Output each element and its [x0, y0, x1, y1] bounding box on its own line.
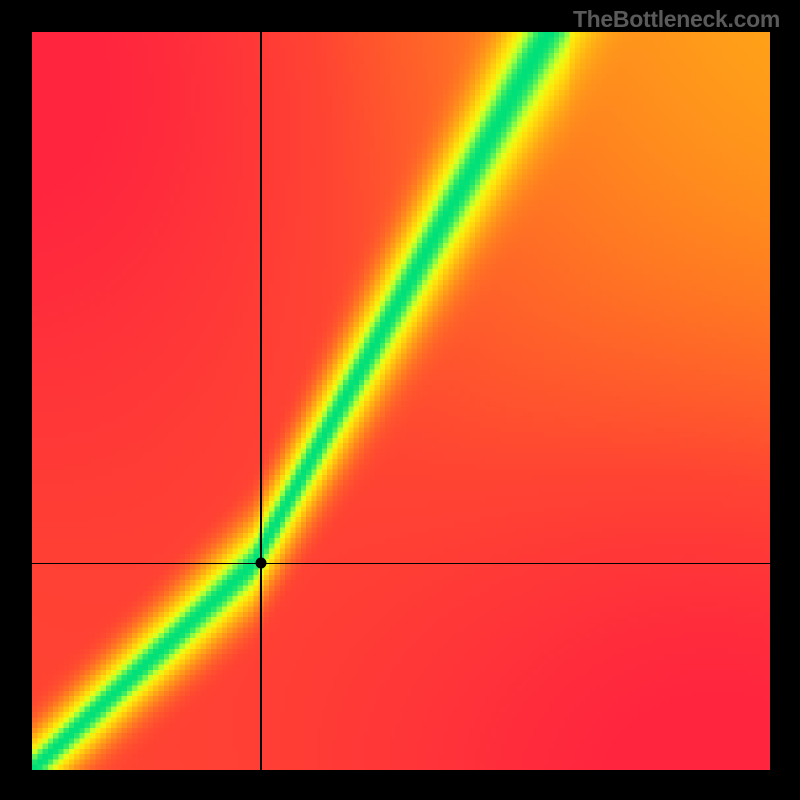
- heatmap-canvas: [32, 32, 770, 770]
- crosshair-vertical: [260, 32, 262, 770]
- watermark-text: TheBottleneck.com: [573, 6, 780, 33]
- crosshair-marker: [255, 558, 266, 569]
- chart-container: TheBottleneck.com: [0, 0, 800, 800]
- crosshair-horizontal: [32, 563, 770, 565]
- plot-area: [32, 32, 770, 770]
